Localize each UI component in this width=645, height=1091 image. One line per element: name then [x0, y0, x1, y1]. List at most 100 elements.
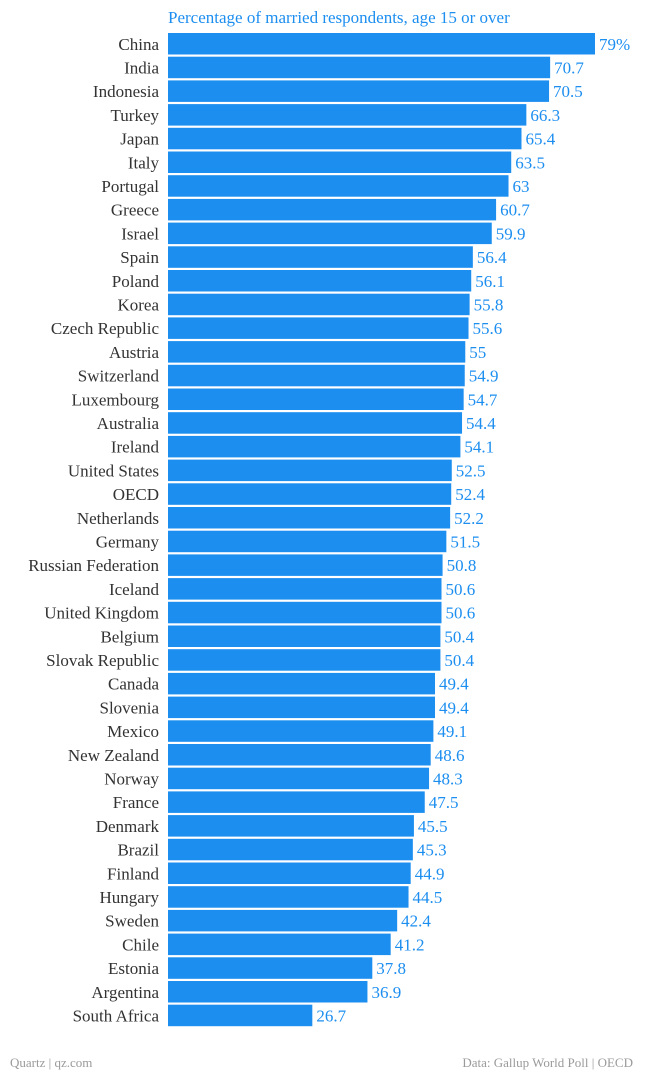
- bar-mexico: [168, 720, 434, 742]
- bar-france: [168, 791, 425, 813]
- bar-canada: [168, 672, 436, 695]
- value-label-netherlands: 52.2: [454, 509, 484, 528]
- value-label-india: 70.7: [554, 58, 584, 77]
- category-label-norway: Norway: [104, 769, 159, 788]
- bar-norway: [168, 767, 430, 790]
- value-label-greece: 60.7: [500, 201, 530, 220]
- category-label-france: France: [113, 793, 159, 812]
- value-label-japan: 65.4: [525, 130, 555, 149]
- bar-poland: [168, 270, 472, 292]
- bar-belgium: [168, 625, 441, 647]
- bar-brazil: [168, 838, 413, 861]
- category-label-denmark: Denmark: [96, 817, 160, 836]
- category-label-germany: Germany: [96, 532, 160, 551]
- category-label-slovenia: Slovenia: [100, 698, 160, 717]
- bar-finland: [168, 862, 411, 884]
- category-label-australia: Australia: [97, 414, 160, 433]
- bar-czech-republic: [168, 317, 469, 339]
- value-label-united-states: 52.5: [456, 461, 486, 480]
- bar-south-africa: [168, 1004, 313, 1027]
- category-label-japan: Japan: [120, 130, 159, 149]
- value-label-italy: 63.5: [515, 153, 545, 172]
- bar-australia: [168, 412, 463, 434]
- bar-korea: [168, 293, 470, 316]
- bar-chile: [168, 933, 391, 956]
- bar-netherlands: [168, 507, 451, 529]
- category-label-united-kingdom: United Kingdom: [44, 604, 159, 623]
- value-label-belgium: 50.4: [444, 627, 474, 646]
- bar-slovak-republic: [168, 649, 441, 671]
- value-label-estonia: 37.8: [376, 959, 406, 978]
- bar-united-kingdom: [168, 601, 442, 624]
- value-label-slovak-republic: 50.4: [444, 651, 474, 670]
- value-label-argentina: 36.9: [371, 983, 401, 1002]
- category-label-mexico: Mexico: [107, 722, 159, 741]
- category-label-czech-republic: Czech Republic: [51, 319, 160, 338]
- value-label-ireland: 54.1: [464, 438, 494, 457]
- bar-russian-federation: [168, 554, 443, 576]
- value-label-poland: 56.1: [475, 272, 505, 291]
- footer-credit: Quartz | qz.com: [10, 1055, 93, 1070]
- value-label-austria: 55: [469, 343, 486, 362]
- category-label-finland: Finland: [107, 864, 159, 883]
- value-label-norway: 48.3: [433, 769, 463, 788]
- bar-austria: [168, 341, 466, 363]
- bar-portugal: [168, 175, 509, 197]
- value-label-korea: 55.8: [474, 295, 504, 314]
- value-label-south-africa: 26.7: [316, 1006, 346, 1025]
- category-label-sweden: Sweden: [105, 912, 159, 931]
- bar-estonia: [168, 957, 373, 979]
- bar-israel: [168, 222, 492, 245]
- category-label-india: India: [124, 58, 159, 77]
- category-label-switzerland: Switzerland: [78, 367, 160, 386]
- bar-argentina: [168, 981, 368, 1003]
- category-label-turkey: Turkey: [111, 106, 160, 125]
- category-label-iceland: Iceland: [109, 580, 160, 599]
- value-label-hungary: 44.5: [413, 888, 443, 907]
- category-label-korea: Korea: [117, 295, 159, 314]
- footer-data-source: Data: Gallup World Poll | OECD: [462, 1055, 633, 1070]
- category-label-china: China: [118, 35, 159, 54]
- category-label-netherlands: Netherlands: [77, 509, 159, 528]
- category-label-luxembourg: Luxembourg: [71, 390, 159, 409]
- category-label-ireland: Ireland: [111, 438, 160, 457]
- value-label-germany: 51.5: [450, 532, 480, 551]
- bar-sweden: [168, 909, 398, 932]
- value-label-turkey: 66.3: [530, 106, 560, 125]
- bar-india: [168, 56, 551, 79]
- value-label-new-zealand: 48.6: [435, 746, 465, 765]
- chart-title: Percentage of married respondents, age 1…: [168, 8, 510, 27]
- bar-china: [168, 33, 595, 55]
- category-label-canada: Canada: [108, 675, 159, 694]
- category-label-new-zealand: New Zealand: [68, 746, 160, 765]
- bar-hungary: [168, 886, 409, 908]
- value-label-denmark: 45.5: [418, 817, 448, 836]
- category-label-italy: Italy: [128, 153, 160, 172]
- value-label-israel: 59.9: [496, 224, 526, 243]
- value-label-luxembourg: 54.7: [468, 390, 498, 409]
- value-label-russian-federation: 50.8: [447, 556, 477, 575]
- value-label-canada: 49.4: [439, 675, 469, 694]
- bar-luxembourg: [168, 388, 464, 410]
- bar-iceland: [168, 578, 442, 600]
- value-label-united-kingdom: 50.6: [446, 604, 476, 623]
- bar-indonesia: [168, 80, 550, 102]
- category-label-indonesia: Indonesia: [93, 82, 160, 101]
- value-label-portugal: 63: [513, 177, 530, 196]
- value-label-oecd: 52.4: [455, 485, 485, 504]
- category-label-argentina: Argentina: [91, 983, 159, 1002]
- bar-oecd: [168, 483, 452, 505]
- category-label-slovak-republic: Slovak Republic: [46, 651, 159, 670]
- bar-new-zealand: [168, 744, 431, 766]
- category-label-south-africa: South Africa: [73, 1006, 160, 1025]
- value-label-spain: 56.4: [477, 248, 507, 267]
- value-label-chile: 41.2: [395, 935, 425, 954]
- bar-ireland: [168, 435, 461, 458]
- category-label-greece: Greece: [111, 201, 159, 220]
- value-label-switzerland: 54.9: [469, 367, 499, 386]
- value-label-brazil: 45.3: [417, 841, 447, 860]
- category-label-spain: Spain: [120, 248, 159, 267]
- category-label-brazil: Brazil: [117, 841, 159, 860]
- value-label-france: 47.5: [429, 793, 459, 812]
- category-label-united-states: United States: [68, 461, 159, 480]
